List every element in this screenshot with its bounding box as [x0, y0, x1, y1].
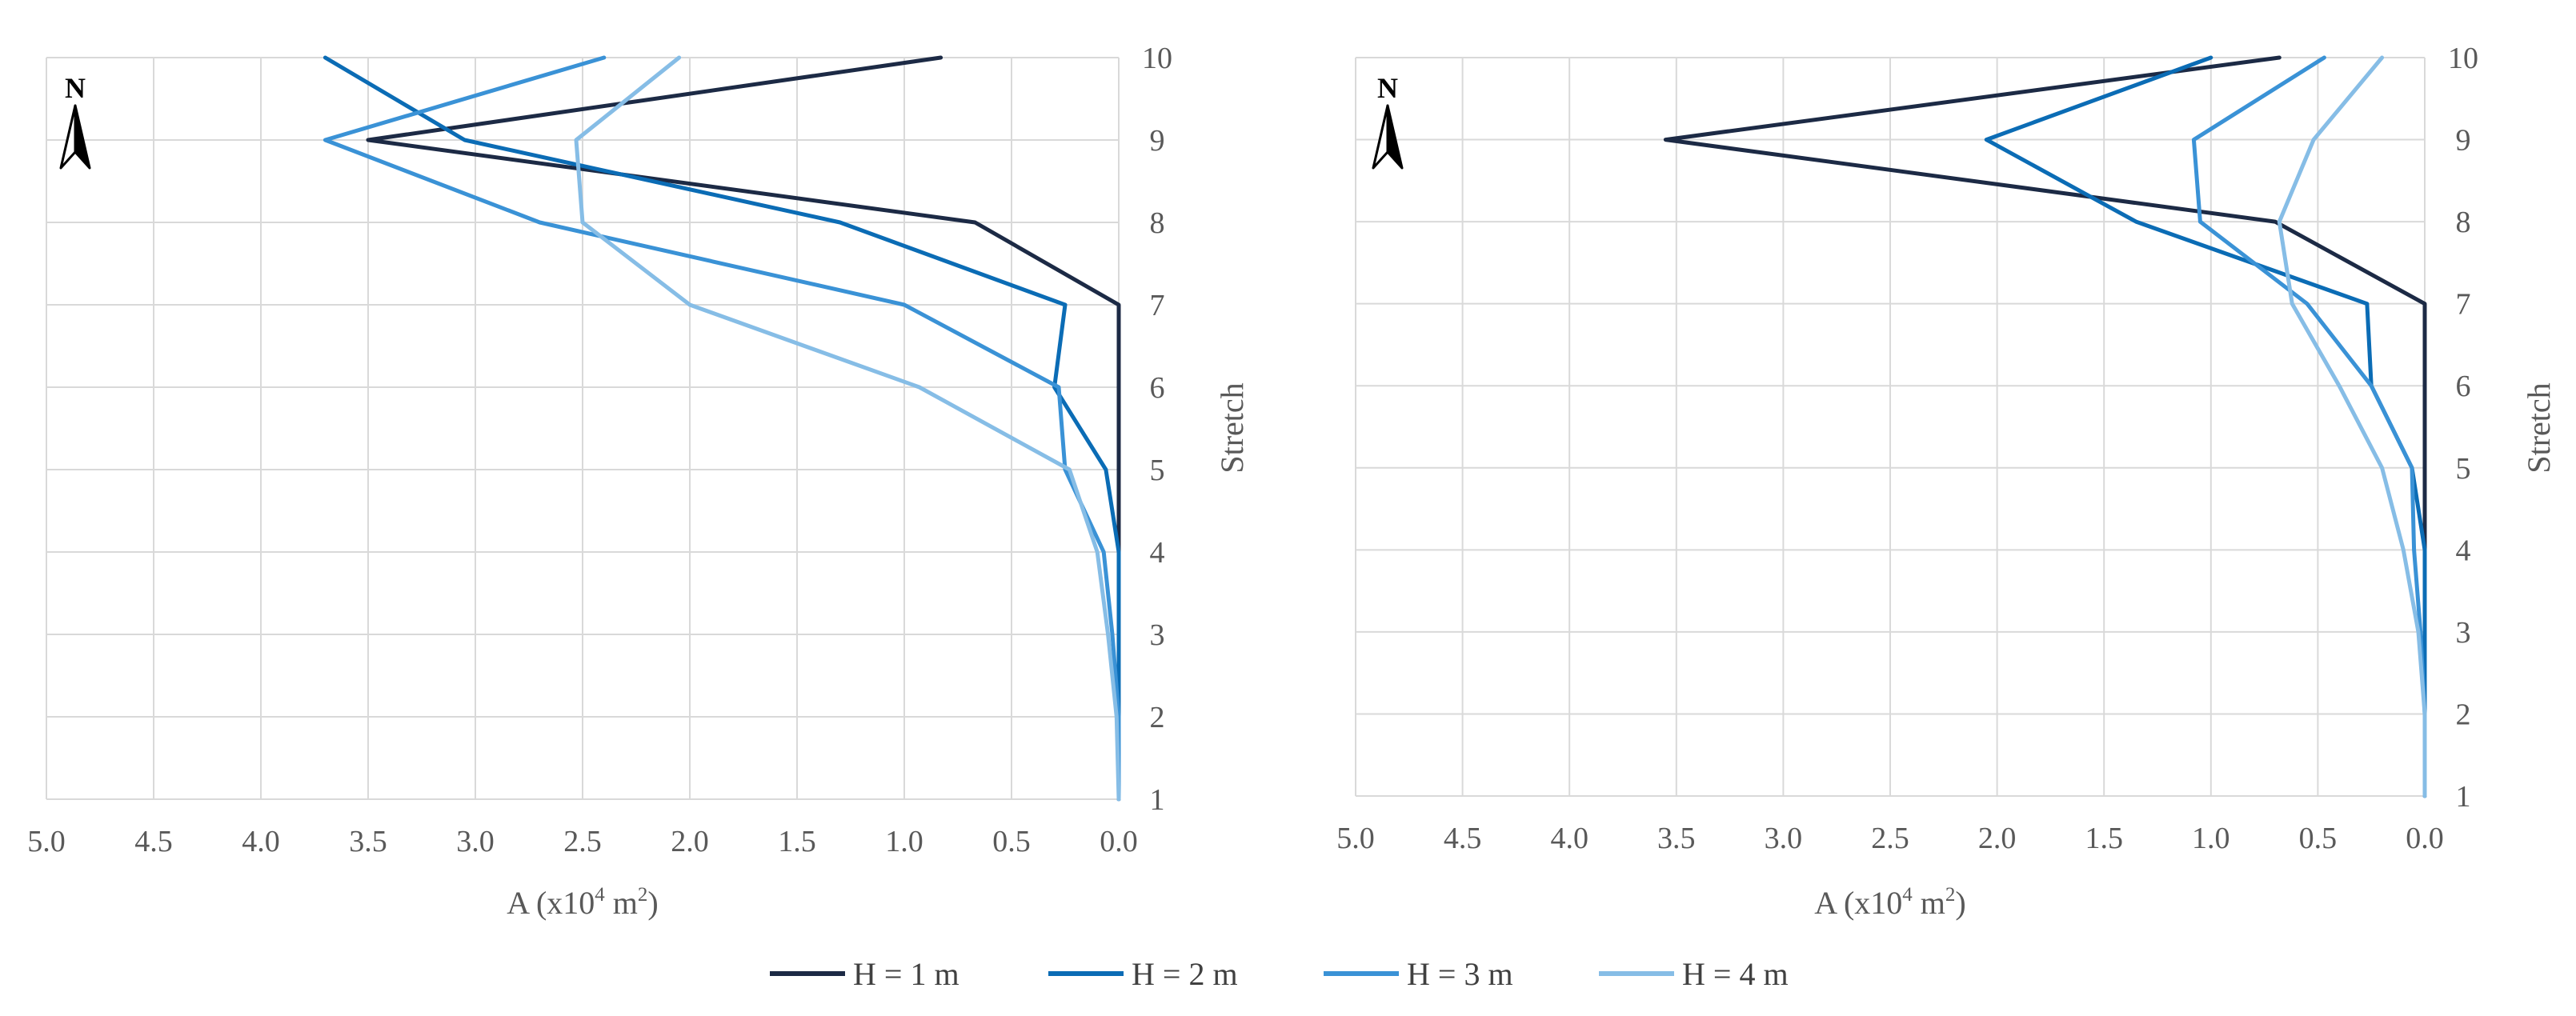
legend-item: H = 3 m [1324, 956, 1513, 992]
x-tick-label: 0.5 [2299, 822, 2338, 855]
north-arrow-icon: N [59, 72, 91, 170]
x-tick-label: 3.0 [1765, 822, 1803, 855]
y-axis-title: Stretch [2521, 382, 2557, 473]
y-tick-label: 9 [2456, 124, 2471, 158]
y-tick-label: 4 [1150, 536, 1165, 570]
series-line-h-3-m [323, 55, 1121, 802]
x-tick-label: 4.5 [134, 825, 173, 858]
y-tick-label: 2 [2456, 698, 2471, 731]
x-tick-label: 4.0 [1550, 822, 1588, 855]
legend-item: H = 1 m [770, 956, 959, 992]
y-tick-labels: 1 2 3 4 5 6 7 8 9 10 [2448, 42, 2478, 814]
y-tick-label: 9 [1150, 124, 1165, 158]
legend: H = 1 m H = 2 m H = 3 m H = 4 m [770, 956, 1789, 992]
legend-label: H = 2 m [1132, 956, 1238, 992]
y-tick-label: 3 [1150, 618, 1165, 652]
x-tick-label: 2.0 [1978, 822, 2017, 855]
x-tick-label: 3.5 [1657, 822, 1696, 855]
svg-text:N: N [1377, 72, 1398, 104]
x-tick-label: 2.5 [1871, 822, 1909, 855]
x-tick-label: 5.0 [27, 825, 66, 858]
y-tick-labels: 1 2 3 4 5 6 7 8 9 10 [1142, 42, 1172, 817]
x-tick-labels: 5.0 4.5 4.0 3.5 3.0 2.5 2.0 1.5 1.0 0.5 0.0 [1336, 822, 2444, 855]
x-tick-label: 0.5 [992, 825, 1031, 858]
legend-label: H = 1 m [853, 956, 959, 992]
x-axis-title: A (x104 m2) [507, 884, 658, 921]
y-tick-label: 8 [2456, 206, 2471, 239]
series-line-h-4-m [574, 55, 1121, 802]
y-tick-label: 2 [1150, 701, 1165, 734]
x-tick-label: 1.0 [2192, 822, 2230, 855]
x-tick-label: 2.5 [563, 825, 602, 858]
x-tick-label: 1.5 [2085, 822, 2123, 855]
y-tick-label: 7 [1150, 289, 1165, 322]
legend-label: H = 3 m [1407, 956, 1513, 992]
x-tick-label: 4.0 [242, 825, 280, 858]
y-tick-label: 1 [1150, 783, 1165, 817]
y-tick-label: 3 [2456, 616, 2471, 650]
series-line-h-2-m [323, 55, 1121, 802]
series-line-h-4-m [2277, 55, 2427, 798]
legend-item: H = 4 m [1599, 956, 1789, 992]
chart-left: 5.0 4.5 4.0 3.5 3.0 2.5 2.0 1.5 1.0 0.5 0.0 1 2 3 4 5 6… [27, 42, 1250, 921]
y-tick-label: 6 [1150, 371, 1165, 405]
y-tick-label: 8 [1150, 206, 1165, 240]
x-tick-label: 2.0 [671, 825, 709, 858]
x-tick-label: 1.5 [778, 825, 816, 858]
x-tick-label: 5.0 [1336, 822, 1375, 855]
x-tick-label: 1.0 [885, 825, 923, 858]
chart-right: 5.0 4.5 4.0 3.5 3.0 2.5 2.0 1.5 1.0 0.5 0.0 1 2 3 4 5 6… [1336, 42, 2557, 921]
y-tick-label: 4 [2456, 534, 2471, 567]
svg-text:N: N [65, 72, 86, 104]
y-tick-label: 10 [1142, 42, 1172, 75]
x-tick-label: 0.0 [1100, 825, 1138, 858]
x-tick-label: 3.5 [349, 825, 387, 858]
legend-label: H = 4 m [1682, 956, 1789, 992]
y-tick-label: 1 [2456, 780, 2471, 814]
y-tick-label: 10 [2448, 42, 2478, 75]
x-tick-label: 3.0 [456, 825, 495, 858]
x-tick-labels: 5.0 4.5 4.0 3.5 3.0 2.5 2.0 1.5 1.0 0.5 0.0 [27, 825, 1138, 858]
series-lines [323, 55, 1121, 802]
series-lines [1663, 55, 2427, 798]
x-tick-label: 4.5 [1444, 822, 1482, 855]
y-tick-label: 6 [2456, 370, 2471, 403]
y-axis-title: Stretch [1214, 382, 1250, 473]
legend-item: H = 2 m [1048, 956, 1238, 992]
y-tick-label: 5 [1150, 454, 1165, 487]
north-arrow-icon: N [1372, 72, 1404, 170]
y-tick-label: 5 [2456, 452, 2471, 486]
y-tick-label: 7 [2456, 288, 2471, 322]
x-axis-title: A (x104 m2) [1814, 884, 1965, 921]
x-tick-label: 0.0 [2406, 822, 2444, 855]
